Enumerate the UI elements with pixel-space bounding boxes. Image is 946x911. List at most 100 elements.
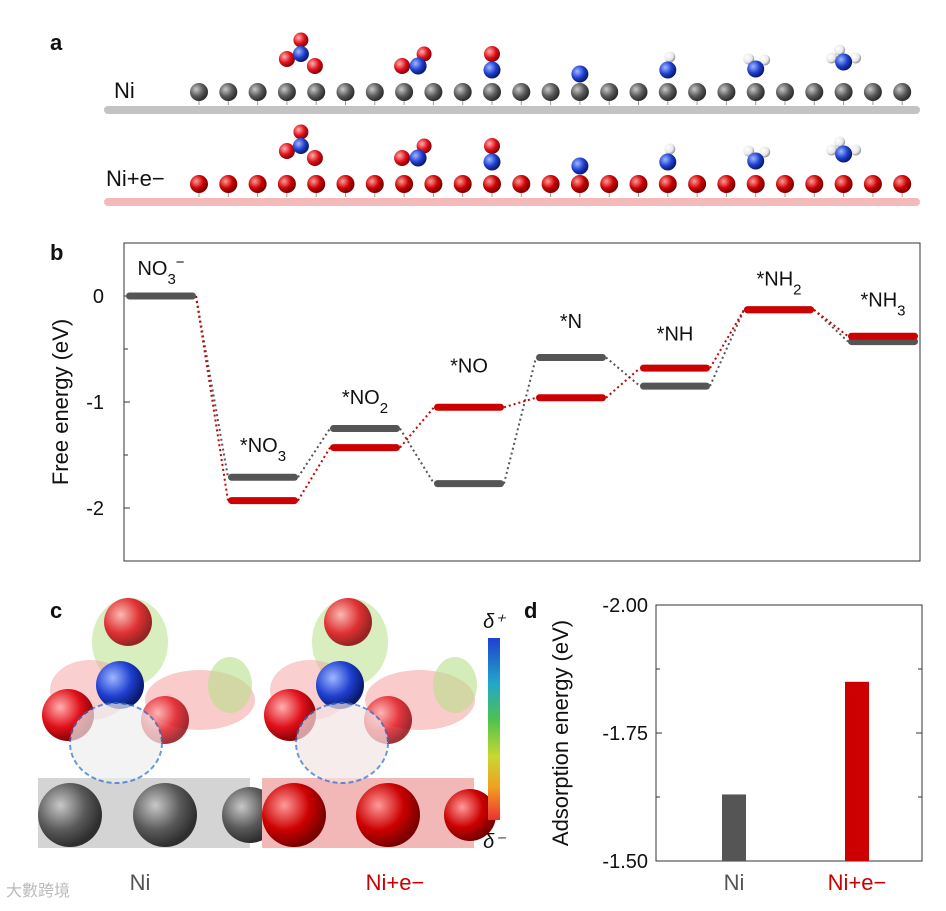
ni-atom <box>746 175 765 193</box>
bar-ni-charged <box>845 681 869 861</box>
connector-ni-charged <box>709 309 745 369</box>
ni-atom <box>365 83 384 101</box>
ni-atom <box>512 175 531 193</box>
scale-top-label: δ⁺ <box>483 611 506 633</box>
connector-ni-charged <box>605 367 641 399</box>
ni-atom <box>863 175 882 193</box>
caption-ni: Ni <box>130 870 151 895</box>
slab-surface <box>104 106 920 114</box>
bar-ni <box>722 794 746 861</box>
energy-level-ni-charged <box>434 403 504 411</box>
ni-atom <box>600 175 619 193</box>
ni-atom <box>395 175 414 193</box>
panel-b-letter: b <box>50 240 64 265</box>
y-tick-label: -1 <box>86 392 104 414</box>
caption-ni-charged: Ni+e− <box>366 870 425 895</box>
connector-ni-charged <box>195 295 229 501</box>
ni-atom <box>893 83 912 101</box>
adsorbate-no2 <box>394 138 432 167</box>
ni-atom <box>307 175 326 193</box>
adsorbate-n <box>571 157 589 175</box>
panel-c-letter: c <box>50 598 63 623</box>
adsorbate-no <box>483 46 501 79</box>
step-label: *NO3 <box>240 435 286 465</box>
ni-atom <box>248 175 267 193</box>
energy-level-ni-charged <box>848 332 918 340</box>
ni-atom <box>688 175 707 193</box>
ni-atom <box>512 83 531 101</box>
y-tick-label: 0 <box>93 286 104 308</box>
ni-atom <box>658 83 677 101</box>
ni-atom <box>424 175 443 193</box>
charge-density-panel: δ⁺ δ⁻ Ni Ni+e− <box>38 598 506 895</box>
bar-y-tick-label: -1.75 <box>602 723 648 745</box>
y-axis-label: Free energy (eV) <box>48 319 73 485</box>
slab-surface <box>104 198 920 206</box>
adsorbate-nh <box>659 51 677 79</box>
adsorbate-no3 <box>278 124 323 166</box>
ni-atom <box>219 83 238 101</box>
y-tick-label: -2 <box>86 498 104 520</box>
ni-atom <box>863 83 882 101</box>
adsorbate-no <box>483 138 501 171</box>
step-label: *N <box>560 311 582 333</box>
step-label: *NH3 <box>860 290 905 320</box>
energy-level-ni <box>126 292 196 300</box>
connector-ni <box>503 357 537 484</box>
bar-y-tick-label: -2.00 <box>602 595 648 617</box>
connector-ni-charged <box>399 406 435 449</box>
ni-atom <box>541 83 560 101</box>
adsorbate-n <box>571 65 589 83</box>
ni-atom <box>483 175 501 193</box>
ni-atom <box>248 83 267 101</box>
charge-image-ni <box>38 598 278 848</box>
ni-atom <box>834 175 853 193</box>
ni-atom <box>600 83 619 101</box>
ni-atom <box>776 175 794 193</box>
panel-d-letter: d <box>524 598 538 623</box>
energy-level-ni <box>640 382 710 390</box>
watermark: 大數跨境 <box>6 881 71 900</box>
energy-level-ni <box>330 425 400 432</box>
energy-level-ni-charged <box>640 364 710 372</box>
connector-ni-charged <box>297 447 331 502</box>
ni-atom <box>893 175 912 193</box>
ni-atom <box>541 175 560 193</box>
ni-atom <box>717 175 736 193</box>
energy-level-ni <box>536 353 606 361</box>
ni-atom <box>453 175 472 193</box>
connector-ni-charged <box>813 308 849 338</box>
step-label: *NH2 <box>756 268 801 298</box>
ni-atom <box>688 83 707 101</box>
adsorbate-nh3 <box>826 136 862 163</box>
ni-atom <box>717 83 736 101</box>
energy-level-ni-charged <box>744 306 814 314</box>
energy-level-ni-charged <box>330 444 400 452</box>
ni-atom <box>336 83 355 101</box>
ni-atom <box>776 83 794 101</box>
ni-atom <box>483 83 501 101</box>
ni-atom <box>307 83 326 101</box>
connector-ni-charged <box>503 396 537 409</box>
ni-atom <box>190 83 208 101</box>
ni-atom <box>277 175 296 193</box>
adsorbate-nh2 <box>743 53 771 78</box>
step-label: *NO2 <box>342 387 388 417</box>
connector-ni <box>399 427 435 485</box>
slab-label-ni: Ni <box>114 78 135 103</box>
ni-atom <box>629 83 648 101</box>
connector-ni <box>605 356 641 387</box>
step-label: *NH <box>657 324 694 346</box>
adsorbate-nh <box>659 143 677 171</box>
adsorbate-no3 <box>278 32 323 74</box>
connector-ni <box>195 295 229 478</box>
ni-atom <box>629 175 648 193</box>
ni-atom <box>395 83 414 101</box>
ni-atom <box>190 175 208 193</box>
energy-level-ni <box>228 473 298 481</box>
bar-y-tick-label: -1.50 <box>602 851 648 873</box>
ni-atom <box>570 83 589 101</box>
panel-a-letter: a <box>50 30 63 55</box>
ni-atom <box>746 83 765 101</box>
energy-level-ni-charged <box>536 394 606 402</box>
